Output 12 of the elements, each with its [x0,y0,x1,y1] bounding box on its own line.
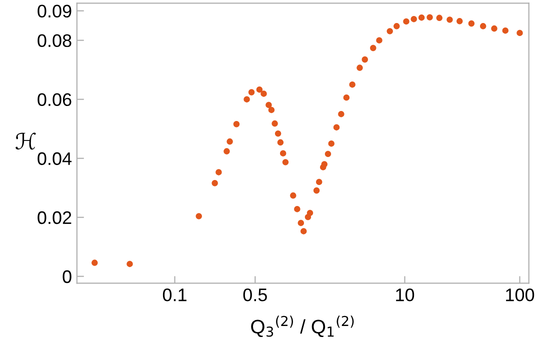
y-axis-title: ℋ [16,132,36,150]
x-tick-label: 100 [506,288,534,302]
y-tick-label: 0 [62,270,72,284]
y-tick-label: 0.08 [38,34,72,48]
y-tick-label: 0.09 [38,4,72,18]
y-tick-label: 0.04 [38,152,72,166]
y-tick-label: 0.02 [38,211,72,224]
x-tick-label: 0.5 [243,288,267,302]
y-tick-label: 0.06 [38,93,72,106]
x-tick-label: 0.1 [162,288,186,302]
x-tick-label: 10 [396,288,414,302]
x-axis-title: Q$_{3}$$^{(2)}$ / Q$_{1}$$^{(2)}$ [251,316,354,338]
